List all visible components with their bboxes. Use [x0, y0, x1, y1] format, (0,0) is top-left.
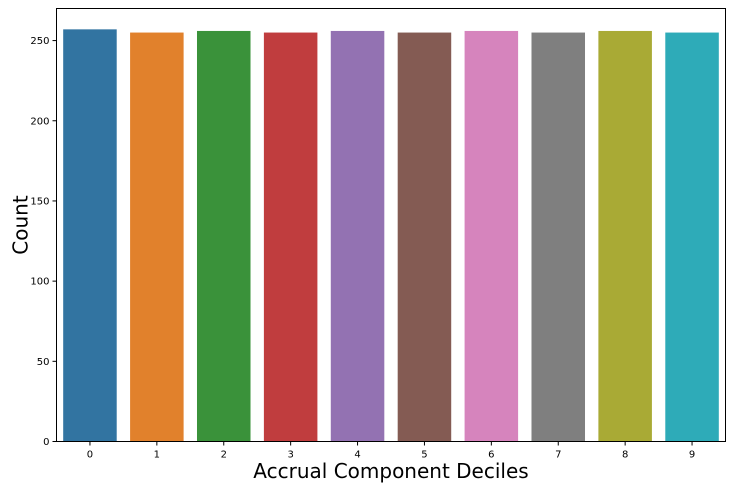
x-tick-label-3: 3	[287, 450, 293, 461]
bar-5	[397, 32, 452, 442]
y-tick-label-100: 100	[30, 277, 49, 288]
bar-7	[531, 32, 586, 442]
bar-0	[63, 29, 117, 442]
bar-1	[130, 32, 184, 442]
y-axis-title: Count	[9, 195, 33, 255]
y-tick-label-200: 200	[30, 116, 49, 127]
x-tick-label-0: 0	[87, 450, 93, 461]
x-tick-label-1: 1	[154, 450, 160, 461]
y-tick-label-150: 150	[30, 196, 49, 207]
y-tick-label-0: 0	[43, 437, 49, 448]
x-tick-label-8: 8	[622, 450, 628, 461]
x-tick-label-7: 7	[555, 450, 561, 461]
plot-frame	[56, 8, 726, 442]
x-axis-title: Accrual Component Deciles	[253, 459, 528, 483]
bar-9	[665, 32, 719, 442]
x-tick-label-6: 6	[488, 450, 494, 461]
bar-6	[464, 30, 519, 442]
bar-8	[598, 30, 652, 442]
x-tick-label-5: 5	[421, 450, 427, 461]
x-axis-ticks: 0 1 2 3 4 5 6 7 8 9	[87, 441, 695, 461]
y-axis-ticks: 0 50 100 150 200 250	[30, 36, 57, 448]
bars-group	[63, 29, 719, 442]
y-tick-label-50: 50	[37, 357, 50, 368]
bar-3	[263, 32, 318, 442]
y-tick-label-250: 250	[30, 36, 49, 47]
x-tick-label-4: 4	[354, 450, 360, 461]
bar-4	[330, 30, 385, 442]
x-tick-label-2: 2	[221, 450, 227, 461]
x-tick-label-9: 9	[689, 450, 695, 461]
bar-2	[196, 30, 251, 442]
